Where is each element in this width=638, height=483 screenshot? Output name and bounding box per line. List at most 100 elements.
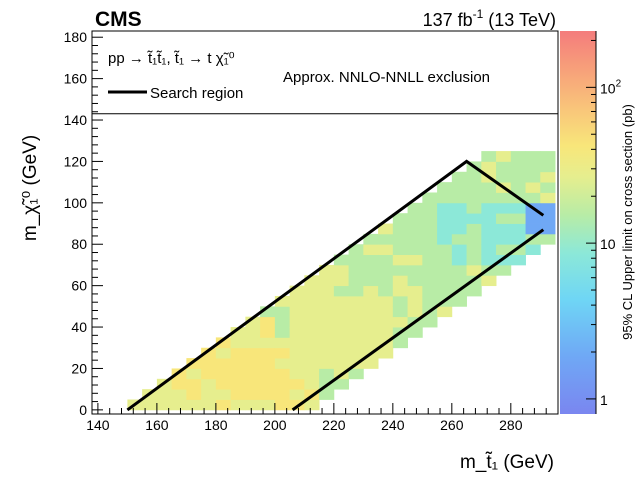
z-axis: 1 10 102 [586, 31, 622, 414]
heatmap-cell [378, 347, 394, 359]
heatmap-cell [407, 223, 423, 235]
heatmap-cell [363, 285, 379, 297]
heatmap-cell [348, 275, 364, 287]
heatmap-cell [304, 399, 320, 411]
heatmap-cell [215, 368, 232, 380]
heatmap-cell [215, 399, 232, 411]
heatmap-cell [451, 295, 467, 307]
heatmap-cell [422, 295, 438, 307]
heatmap-cell [333, 316, 349, 328]
y-axis-label: m_χ̃₁⁰ (GeV) [20, 135, 41, 241]
heatmap-cell [540, 151, 556, 162]
heatmap-cell [496, 161, 512, 173]
heatmap-cell [260, 399, 276, 411]
plot-frame [91, 30, 559, 415]
cms-label: CMS [95, 8, 142, 31]
heatmap-cell [407, 254, 423, 266]
heatmap-cell [525, 161, 541, 173]
heatmap-cell [422, 192, 438, 204]
heatmap-cell [510, 151, 526, 162]
heatmap-cell [407, 275, 423, 287]
heatmap-cell [348, 244, 364, 255]
z-tick-label: 1 [600, 392, 608, 408]
heatmap-cell [481, 213, 497, 224]
heatmap-cell [201, 368, 217, 380]
heatmap-cell [378, 264, 394, 276]
heatmap-cell [260, 316, 276, 328]
heatmap-cell [304, 358, 320, 369]
heatmap-cell [437, 192, 453, 204]
heatmap-cell [245, 378, 261, 390]
heatmap-cell [230, 347, 246, 359]
heatmap-cell [363, 306, 379, 318]
heatmap-cell [333, 327, 349, 338]
heatmap-cell [230, 378, 246, 390]
heatmap-cell [525, 171, 541, 183]
heatmap-cell [363, 358, 379, 369]
heatmap-cell [230, 358, 246, 369]
heatmap-cell [156, 389, 173, 400]
heatmap-cell [466, 285, 482, 297]
heatmap-cell [451, 213, 467, 224]
heatmap-cell [333, 285, 349, 297]
heatmap-cell [451, 182, 467, 193]
heatmap-cell [363, 233, 379, 245]
heatmap-cell [171, 378, 187, 390]
heatmap-cell [466, 213, 482, 224]
heatmap-cell [171, 368, 187, 380]
heatmap-cell [319, 337, 335, 349]
heatmap-cell [481, 233, 497, 245]
heatmap-cell [496, 192, 512, 204]
legend-search-region: Search region [150, 85, 243, 102]
heatmap-cell [496, 264, 512, 276]
heatmap-cell [437, 244, 453, 255]
heatmap-cell [245, 347, 261, 359]
heatmap-cell [392, 244, 408, 255]
heatmap-cell [481, 244, 497, 255]
heatmap-cell [289, 295, 305, 307]
y-tick-label: 0 [79, 402, 87, 418]
x-axis: 140 160 180 200 220 240 260 280 [86, 403, 559, 433]
heatmap-cell [333, 295, 349, 307]
heatmap-cell [304, 295, 320, 307]
heatmap-cell [540, 213, 556, 224]
heatmap-cell [451, 254, 467, 266]
heatmap-cell [171, 399, 187, 411]
heatmap-cell [333, 275, 349, 287]
heatmap-cell [363, 244, 379, 255]
heatmap-cell [171, 389, 187, 400]
heatmap-cell [260, 347, 276, 359]
heatmap-cell [348, 285, 364, 297]
heatmap-cell [260, 337, 276, 349]
heatmap-cell [525, 182, 541, 193]
heatmap-cell [378, 306, 394, 318]
heatmap-cell [260, 358, 276, 369]
heatmap-cell [378, 327, 394, 338]
heatmap-cell [392, 316, 408, 328]
heatmap-cell [510, 223, 526, 235]
z-tick-label: 10 [600, 236, 616, 252]
heatmap-cell [230, 399, 246, 411]
heatmap-cell [230, 368, 246, 380]
heatmap-cell [378, 275, 394, 287]
heatmap-cell [363, 316, 379, 328]
heatmap-cell [451, 171, 467, 183]
search-region-lower-contour [291, 228, 545, 412]
heatmap-cell [260, 327, 276, 338]
heatmap-cell [437, 213, 453, 224]
heatmap-cell [289, 327, 305, 338]
heatmap-cell [260, 389, 276, 400]
heatmap-cell [363, 337, 379, 349]
heatmap-cell [466, 171, 482, 183]
heatmap-cell [466, 192, 482, 204]
heatmap-cell [496, 223, 512, 235]
heatmap-cell [481, 161, 497, 173]
x-tick-label: 260 [440, 417, 464, 433]
heatmap-cell [422, 316, 438, 328]
y-axis: 0 20 40 60 80 100 120 140 160 180 [64, 29, 103, 418]
heatmap-cell [540, 192, 556, 204]
heatmap-cell [142, 399, 158, 411]
heatmap-cell [274, 399, 291, 411]
heatmap-cell [186, 378, 202, 390]
x-tick-label: 220 [322, 417, 346, 433]
